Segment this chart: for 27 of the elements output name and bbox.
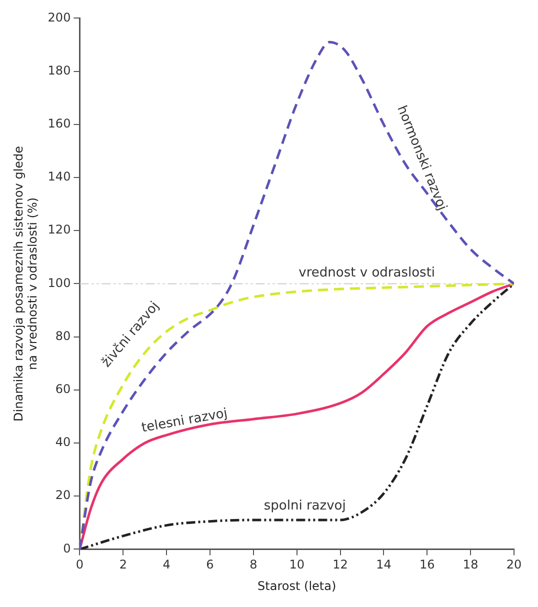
y-tick-label: 120 — [48, 222, 71, 237]
x-tick-label: 12 — [332, 558, 348, 572]
y-tick-label: 140 — [48, 170, 71, 184]
x-tick-label: 8 — [250, 558, 258, 572]
x-tick-label: 10 — [289, 558, 304, 572]
text: telesni razvoj — [140, 406, 229, 436]
y-axis-title: Dinamika razvoja posameznih sistemov glede na vrednosti v odraslosti (%) — [11, 146, 40, 422]
x-tick-label: 2 — [119, 558, 127, 572]
ref-line-label: vrednost v odraslosti — [298, 266, 436, 281]
y-tick-label: 60 — [55, 382, 71, 396]
x-tick-label: 16 — [420, 558, 435, 572]
x-tick-label: 20 — [506, 558, 522, 572]
y-tick-label: 80 — [55, 328, 71, 343]
y-tick-label: 100 — [48, 276, 71, 290]
y-tick-label: 160 — [48, 116, 71, 131]
y-tick-label: 40 — [55, 435, 71, 450]
y-tick-label: 180 — [48, 63, 71, 78]
y-tick-label: 20 — [55, 488, 71, 502]
x-tick-label: 6 — [206, 558, 214, 572]
y-tick-label: 0 — [63, 541, 71, 556]
x-tick-label: 4 — [162, 558, 170, 572]
x-axis-title: Starost (leta) — [258, 578, 336, 593]
x-tick-label: 18 — [462, 558, 478, 572]
y-tick-label: 200 — [48, 10, 71, 24]
x-tick-label: 0 — [76, 558, 84, 572]
series-label: spolni razvoj — [264, 498, 346, 514]
x-tick-label: 14 — [376, 558, 392, 572]
